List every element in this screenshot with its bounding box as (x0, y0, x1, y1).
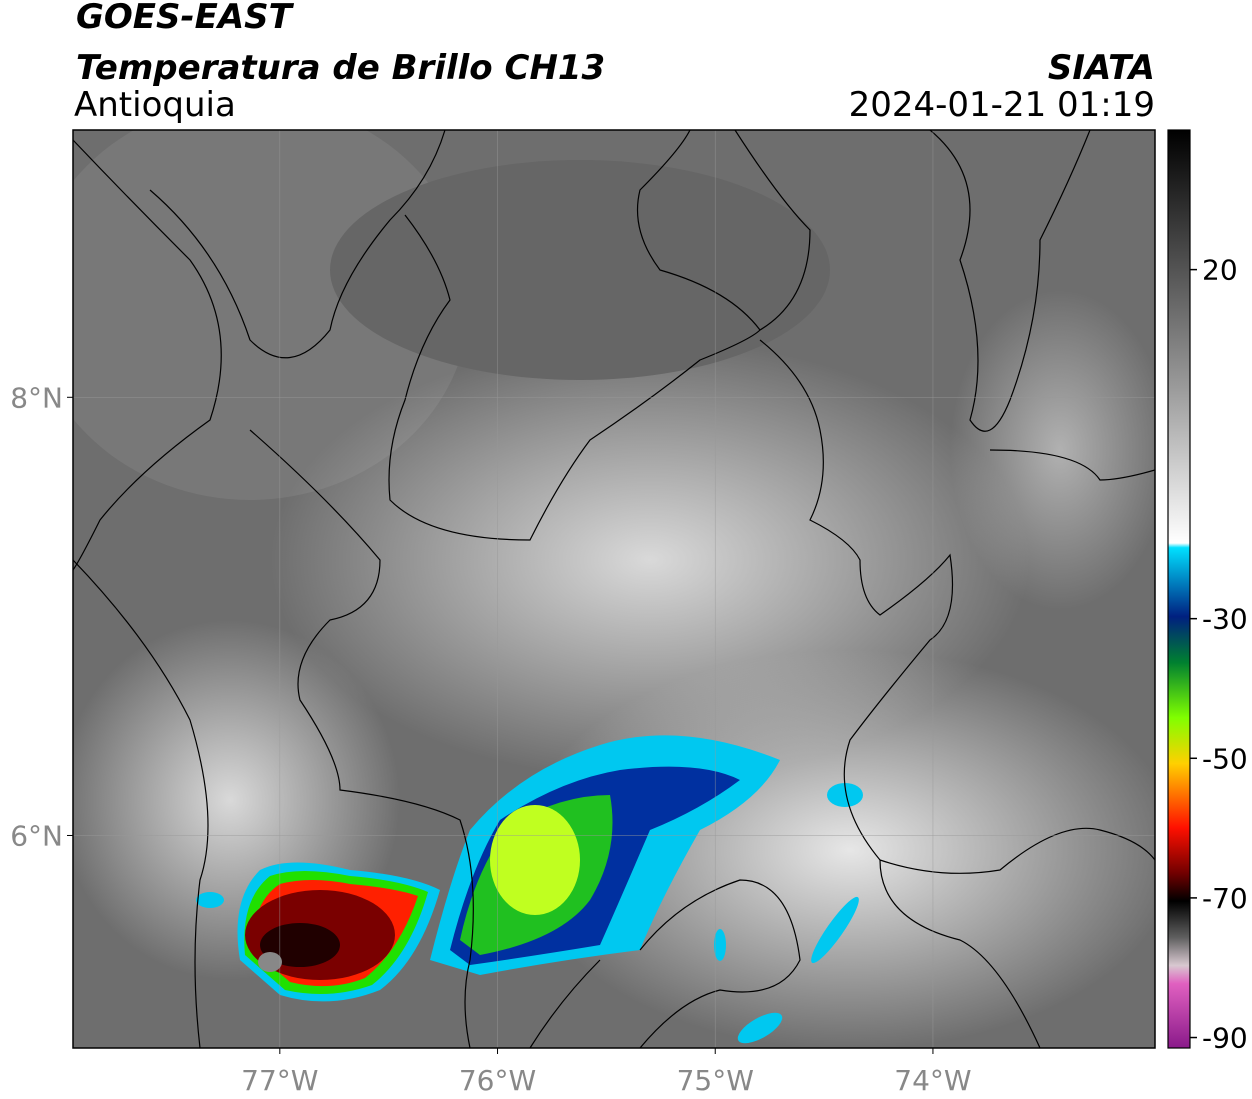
colorbar-label: -30 (1202, 603, 1248, 636)
cloud (330, 160, 830, 380)
borders (73, 130, 1155, 1048)
x-tick-label: 74°W (894, 1064, 971, 1097)
colorbar (1167, 129, 1191, 1049)
datetime: 2024-01-21 01:19 (849, 85, 1155, 125)
x-tick-label: 75°W (677, 1064, 754, 1097)
x-tick-label: 77°W (241, 1064, 318, 1097)
colorbar-label: -70 (1202, 882, 1248, 915)
title: GOES-EAST (76, 0, 295, 37)
storm (196, 735, 863, 1044)
colorbar-label: -50 (1202, 742, 1248, 775)
x-tick-label: 76°W (459, 1064, 536, 1097)
colorbar-label: -90 (1202, 1022, 1248, 1055)
cloud (950, 290, 1155, 610)
colorbar-label: 20 (1202, 254, 1238, 287)
source: SIATA (1048, 48, 1155, 88)
satellite-image (73, 130, 1155, 1048)
region: Antioquia (74, 85, 236, 125)
grid (73, 130, 1155, 1048)
y-tick-label: 8°N (10, 381, 63, 414)
map-frame (72, 129, 1156, 1049)
subtitle: Temperatura de Brillo CH13 (76, 48, 605, 88)
y-tick-label: 6°N (10, 819, 63, 852)
